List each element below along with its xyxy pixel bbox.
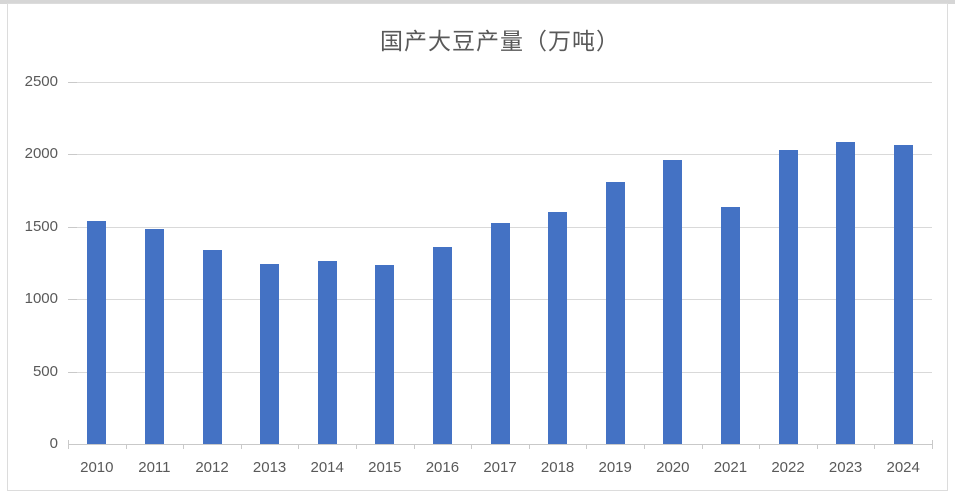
x-axis-tick-label: 2012 bbox=[195, 459, 229, 476]
y-axis-tick-label: 0 bbox=[49, 435, 58, 452]
axis-end-tick bbox=[68, 440, 69, 444]
x-axis-tick-label: 2024 bbox=[886, 459, 920, 476]
bar bbox=[663, 160, 683, 444]
x-axis-tick bbox=[240, 444, 242, 449]
x-axis-tick-label: 2021 bbox=[713, 459, 748, 476]
x-axis-tick-label: 2022 bbox=[771, 459, 805, 476]
x-axis-tick bbox=[356, 444, 357, 449]
y-axis-tick bbox=[68, 371, 77, 373]
x-axis-tick bbox=[413, 444, 415, 449]
bar bbox=[317, 260, 337, 444]
y-axis-tick-label: 2500 bbox=[24, 73, 58, 90]
x-axis-tick bbox=[759, 444, 761, 449]
x-axis-tick-label: 2013 bbox=[252, 459, 287, 476]
bar bbox=[144, 228, 164, 444]
bar bbox=[87, 221, 107, 444]
y-axis-tick-label: 500 bbox=[32, 362, 58, 380]
x-axis-tick-label: 2016 bbox=[425, 459, 460, 476]
bar bbox=[375, 264, 395, 444]
x-axis-tick bbox=[298, 444, 300, 449]
bar bbox=[548, 212, 568, 444]
y-axis-tick bbox=[68, 299, 77, 301]
x-axis-tick bbox=[816, 444, 818, 449]
x-axis-tick-label: 2011 bbox=[138, 459, 171, 476]
x-axis-tick-label: 2015 bbox=[368, 459, 402, 476]
bar bbox=[893, 144, 913, 444]
bar bbox=[260, 264, 280, 444]
gridline bbox=[68, 82, 932, 83]
x-axis-tick-label: 2019 bbox=[598, 459, 632, 476]
x-axis-tick bbox=[528, 444, 530, 449]
x-axis-tick bbox=[932, 444, 933, 449]
x-axis-tick bbox=[644, 444, 645, 449]
x-axis-tick-label: 2018 bbox=[540, 459, 575, 476]
chart-title: 国产大豆产量（万吨） bbox=[380, 28, 620, 54]
x-axis-tick bbox=[874, 444, 876, 449]
window-top-edge bbox=[0, 0, 955, 4]
x-axis-tick bbox=[471, 444, 473, 449]
y-axis-tick-label: 1500 bbox=[24, 217, 58, 235]
bar bbox=[432, 247, 452, 444]
x-axis-tick bbox=[183, 444, 185, 449]
gridline bbox=[68, 154, 932, 156]
y-axis-tick bbox=[68, 154, 77, 156]
x-axis-tick-label: 2023 bbox=[828, 459, 863, 476]
y-axis-tick bbox=[68, 82, 77, 83]
x-axis-tick-label: 2017 bbox=[483, 459, 517, 476]
bar bbox=[490, 222, 510, 444]
x-axis-line bbox=[68, 444, 932, 445]
y-axis-tick-label: 2000 bbox=[24, 145, 58, 163]
x-axis-tick bbox=[586, 444, 588, 449]
x-axis-tick bbox=[701, 444, 703, 449]
y-axis-tick bbox=[68, 226, 77, 228]
x-axis-tick-label: 2014 bbox=[310, 459, 344, 476]
bar bbox=[836, 142, 856, 444]
bar bbox=[778, 150, 798, 444]
x-axis-tick bbox=[125, 444, 127, 449]
axis-end-tick bbox=[932, 440, 933, 444]
bar bbox=[720, 206, 740, 444]
bar bbox=[202, 249, 222, 444]
bar bbox=[605, 181, 625, 444]
x-axis-tick-label: 2020 bbox=[656, 459, 690, 476]
x-axis-tick bbox=[68, 444, 69, 449]
y-axis-tick-label: 1000 bbox=[24, 290, 58, 308]
x-axis-tick-label: 2010 bbox=[80, 459, 114, 476]
